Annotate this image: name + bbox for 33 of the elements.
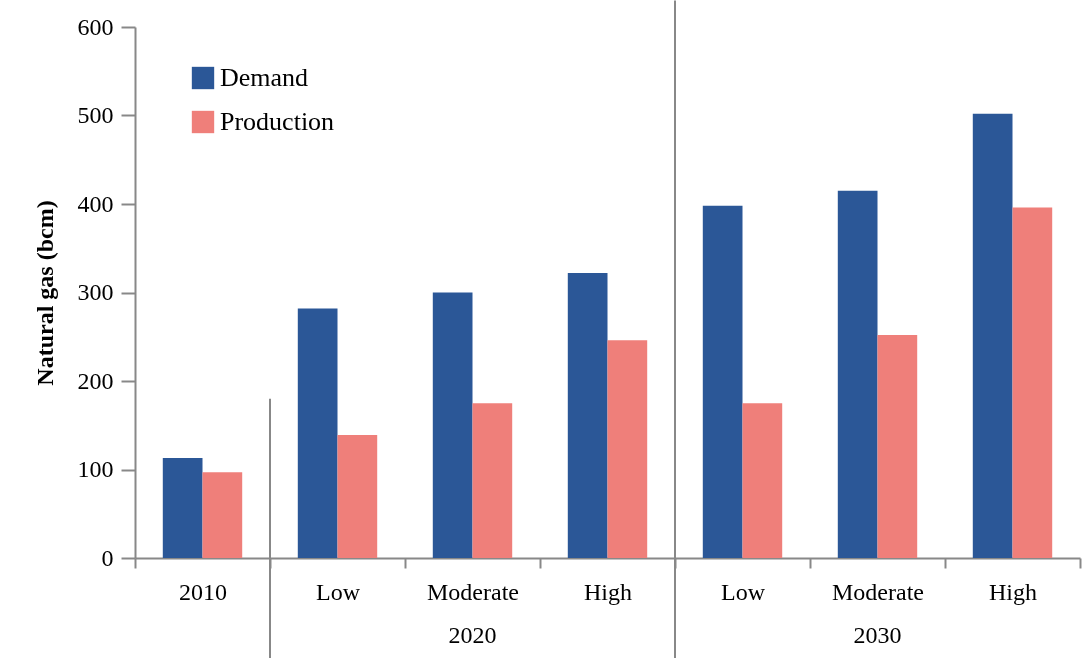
legend-label: Demand bbox=[220, 63, 309, 92]
y-tick-label: 0 bbox=[101, 544, 114, 571]
y-tick-label: 100 bbox=[77, 456, 114, 482]
x-tick-label: Moderate bbox=[427, 578, 519, 605]
x-tick-label: Moderate bbox=[832, 578, 924, 605]
text: 2030 bbox=[853, 622, 902, 648]
bar bbox=[877, 334, 918, 558]
x-tick-label: Low bbox=[721, 578, 766, 605]
x-tick-label: Low bbox=[316, 578, 361, 605]
bar bbox=[702, 205, 743, 558]
bar bbox=[1012, 207, 1053, 558]
text: 2020 bbox=[448, 622, 497, 648]
x-tick-label: 2010 bbox=[179, 578, 227, 605]
bar bbox=[607, 340, 648, 558]
bar bbox=[567, 273, 608, 558]
bar bbox=[162, 458, 203, 558]
y-tick-label: 600 bbox=[77, 13, 114, 40]
y-tick-label: 300 bbox=[77, 279, 114, 305]
bar bbox=[472, 403, 513, 558]
y-tick-label: 400 bbox=[77, 190, 114, 217]
y-tick-label: 500 bbox=[77, 102, 114, 128]
x-tick-label: High bbox=[584, 578, 632, 605]
bar bbox=[972, 113, 1013, 558]
bar bbox=[202, 472, 243, 558]
x-tick-label: High bbox=[989, 578, 1037, 605]
legend-label: Production bbox=[220, 107, 335, 136]
bar bbox=[432, 292, 473, 558]
bar bbox=[337, 434, 378, 558]
y-tick-label: 200 bbox=[77, 367, 114, 394]
bar bbox=[742, 403, 783, 558]
y-axis-title: Natural gas (bcm) bbox=[31, 200, 58, 386]
bar bbox=[297, 308, 338, 558]
bar bbox=[837, 190, 878, 558]
